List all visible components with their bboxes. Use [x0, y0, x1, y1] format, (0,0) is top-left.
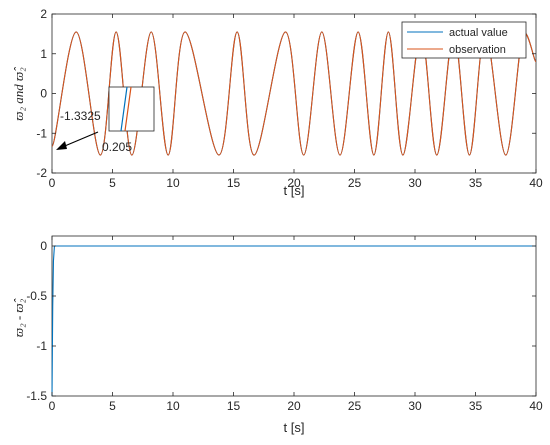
top-y-tick-label: -1	[36, 126, 47, 140]
top-y-tick-label: 2	[40, 7, 47, 21]
bottom-y-tick-label: -0.5	[26, 289, 47, 303]
top-axes: 0 5 10 15 20 25 30 35 40 210-1-2 t [s] ϖ₂ and ϖ̂…	[11, 7, 543, 198]
bottom-series-group	[51, 245, 536, 397]
top-x-tick-label: 5	[109, 176, 116, 190]
legend-box	[401, 21, 527, 59]
top-y-label: ϖ₂ and ϖ̂₂	[11, 67, 26, 121]
bottom-x-label: t [s]	[284, 420, 305, 435]
bottom-x-tick-label: 10	[166, 399, 180, 413]
bottom-axes: 0 5 10 15 20 25 30 35 40 0 -0.5 -1 -1.5 t [s] ϖ₂ - …	[11, 235, 543, 435]
top-y-ticks: 2 1 0 -1 -2	[36, 7, 536, 180]
bottom-x-tick-label: 25	[348, 399, 362, 413]
annotation-arrow-shaft	[59, 131, 99, 149]
top-series-group	[51, 31, 537, 156]
bottom-y-tick-label: -1	[36, 339, 47, 353]
top-x-label: t [s]	[284, 183, 305, 198]
top-y-tick-label: -2	[36, 166, 47, 180]
bottom-plot-area	[51, 235, 537, 397]
top-x-tick-label: 30	[408, 176, 422, 190]
top-x-tick-label: 15	[227, 176, 241, 190]
bottom-x-tick-label: 30	[408, 399, 422, 413]
top-x-tick-label: 40	[529, 176, 543, 190]
legend-label-observation: observation	[449, 44, 506, 56]
inset-observation-line	[124, 86, 132, 132]
annotation-inset-scale: 0.205	[102, 140, 132, 154]
bottom-x-tick-label: 5	[109, 399, 116, 413]
inset-actual-value-line	[120, 86, 128, 132]
top-y-tick-label: 1	[40, 47, 47, 61]
bottom-x-tick-label: 35	[469, 399, 483, 413]
top-x-ticks: 0 5 10 15 20 25 30 35 40	[49, 14, 543, 190]
top-x-tick-label: 10	[166, 176, 180, 190]
error-series-line	[51, 245, 536, 397]
bottom-y-label: ϖ₂ - ϖ̂₂	[11, 298, 26, 337]
top-x-tick-label: 35	[469, 176, 483, 190]
top-x-tick-label: 20	[287, 176, 301, 190]
top-x-tick-label: 25	[348, 176, 362, 190]
observation-series-line	[51, 31, 537, 156]
top-y-tick-label: 0	[40, 87, 47, 101]
bottom-y-tick-label: 0	[40, 239, 47, 253]
bottom-x-tick-label: 20	[287, 399, 301, 413]
inset-frame	[108, 86, 155, 132]
legend: actual value observation	[401, 21, 527, 59]
bottom-x-ticks: 0 5 10 15 20 25 30 35 40	[49, 236, 543, 413]
annotation-initial-value: -1.3325	[60, 109, 101, 123]
bottom-y-tick-label: -1.5	[26, 389, 47, 403]
bottom-x-tick-label: 0	[49, 399, 56, 413]
legend-label-actual-value: actual value	[449, 27, 508, 39]
bottom-x-tick-label: 15	[227, 399, 241, 413]
bottom-y-ticks: 0 -0.5 -1 -1.5	[26, 239, 536, 403]
zoom-inset	[108, 86, 155, 132]
annotation-arrowhead	[56, 141, 67, 150]
top-x-tick-label: 0	[49, 176, 56, 190]
bottom-x-tick-label: 40	[529, 399, 543, 413]
